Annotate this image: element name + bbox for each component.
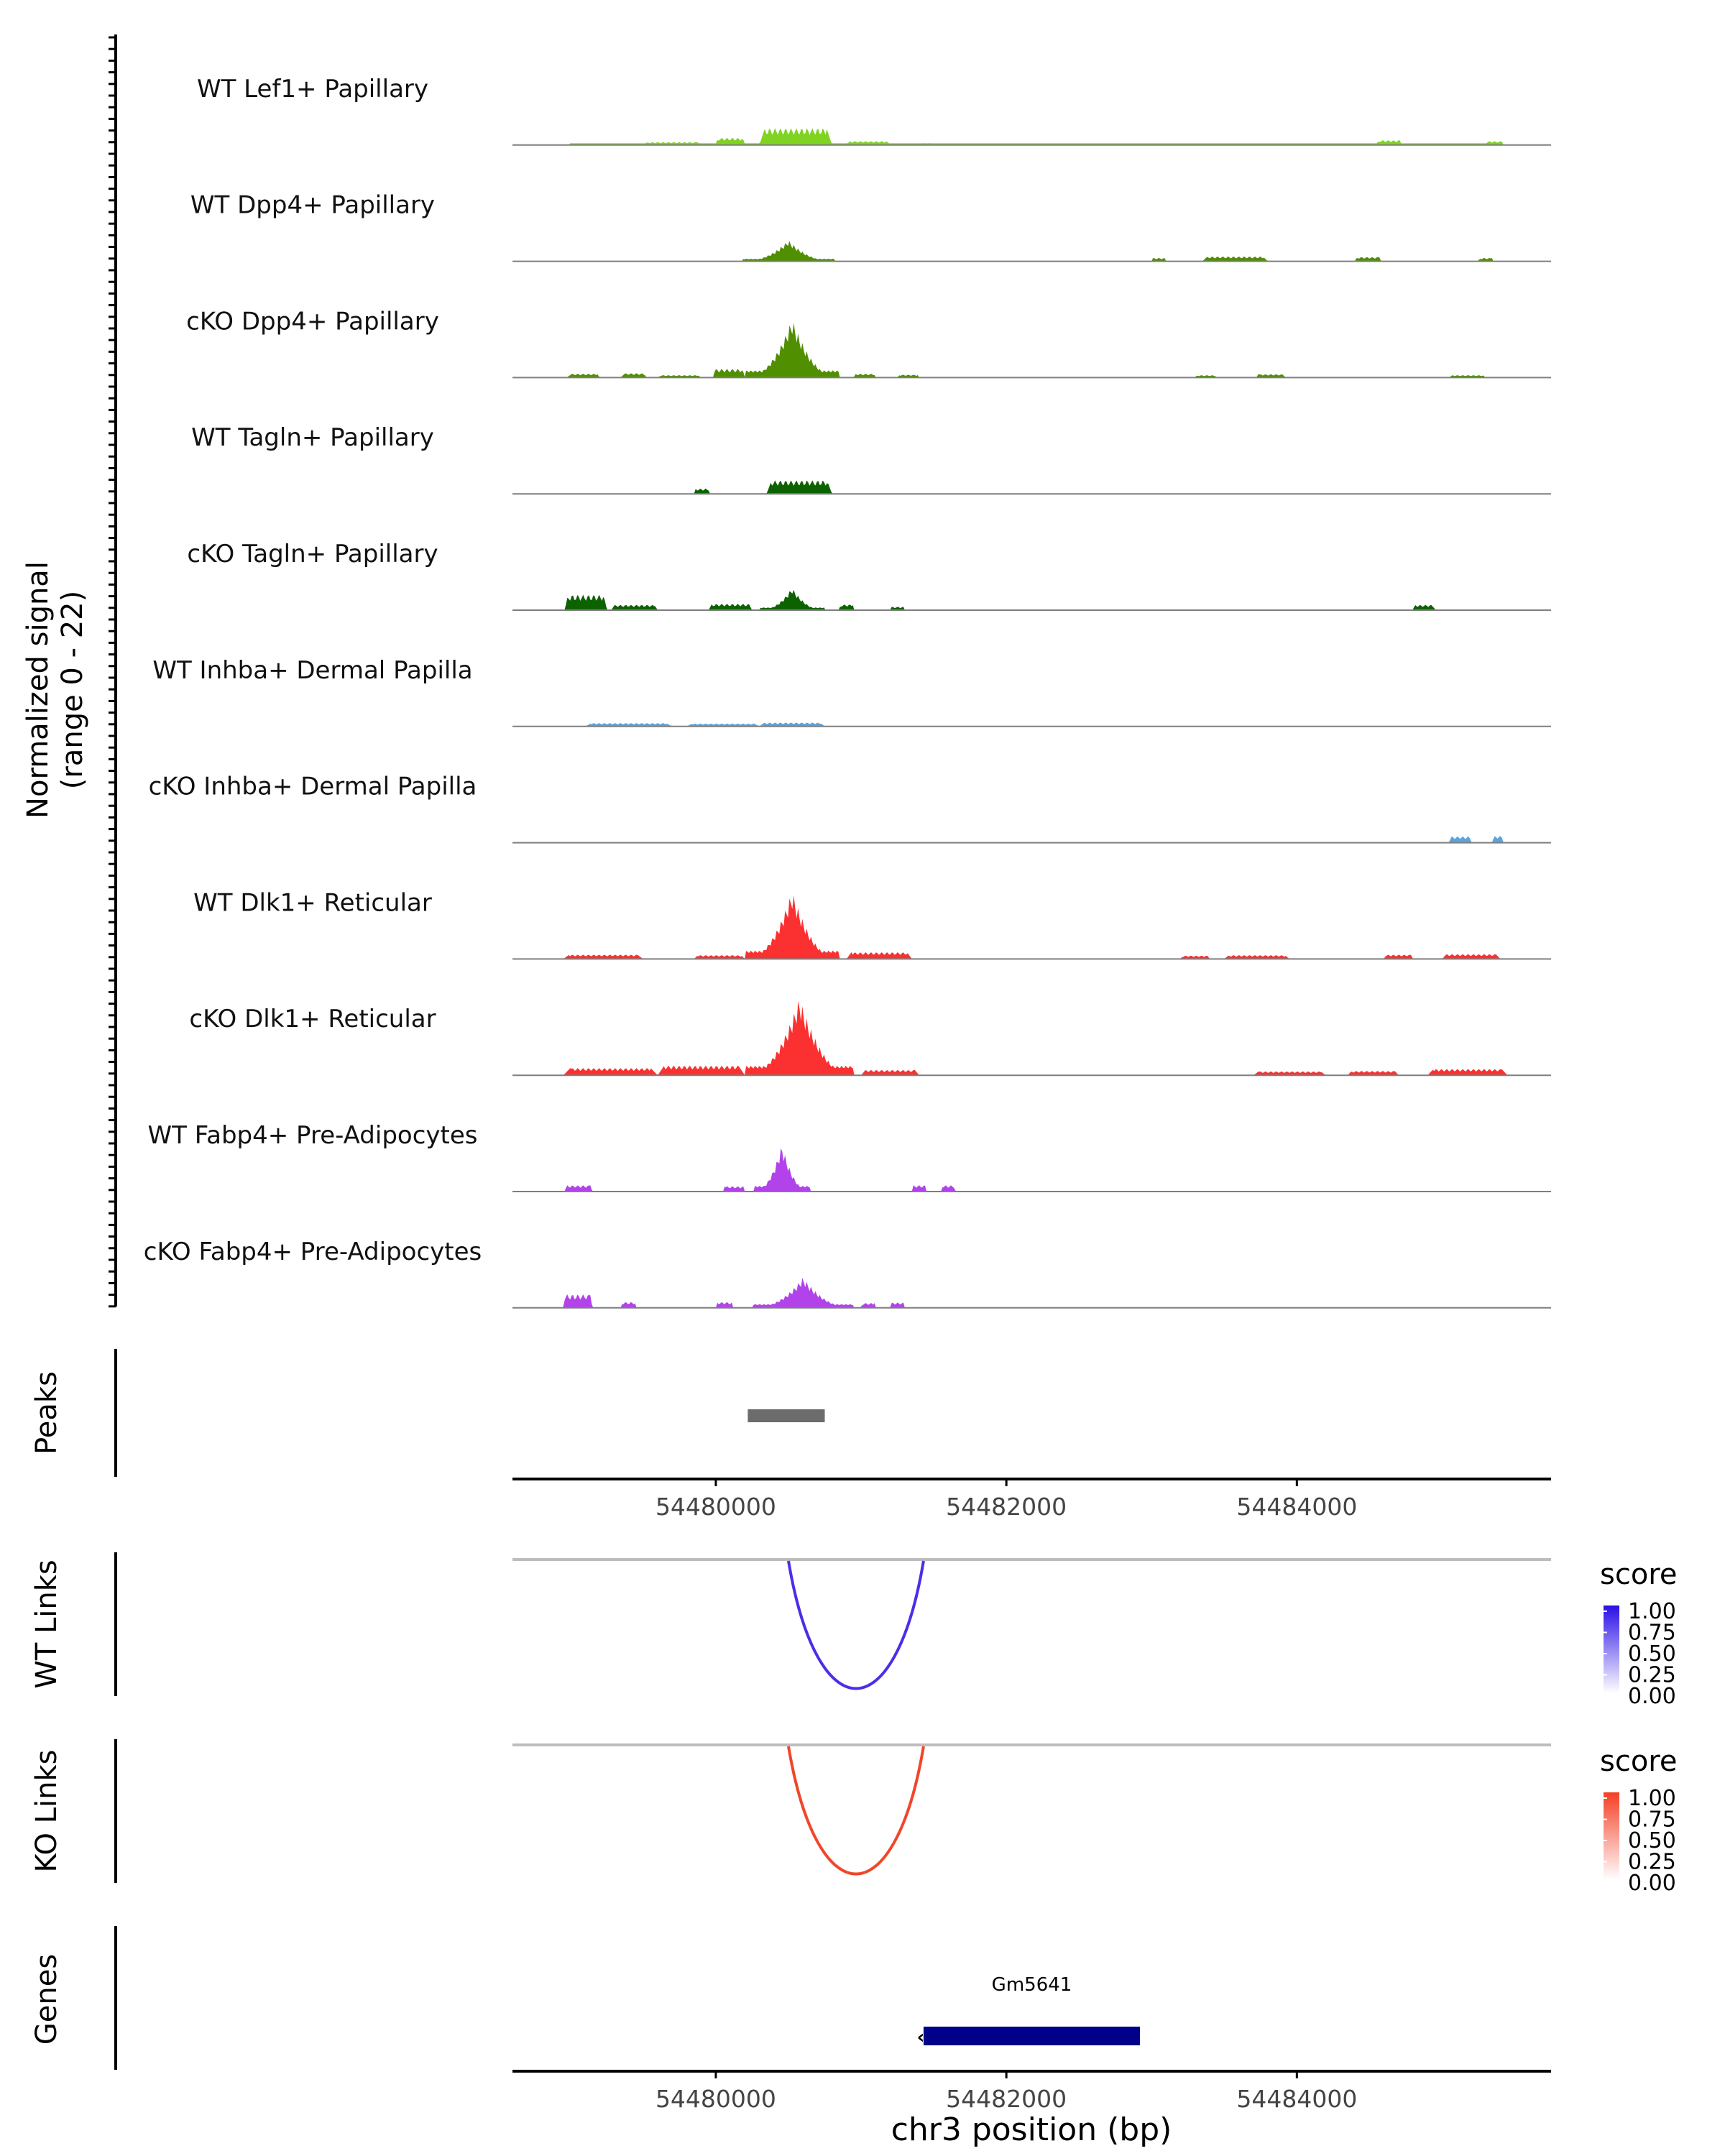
peaks-x-axis-ticks: 54480000 54482000 54484000 — [656, 1479, 1357, 1521]
ko-link-arc — [787, 1746, 925, 1876]
ko-links-legend-colorbar — [1604, 1792, 1619, 1880]
legend-tick-label: 0.00 — [1628, 1684, 1676, 1709]
peaks-track-label: Peaks — [30, 1371, 63, 1455]
gene-body — [923, 2027, 1141, 2045]
coverage-track-label: cKO Fabp4+ Pre-Adipocytes — [144, 1238, 482, 1266]
coverage-track: WT Fabp4+ Pre-Adipocytes — [148, 1121, 1551, 1192]
wt-links-legend-ticks: 1.000.750.500.250.00 — [1604, 1599, 1676, 1709]
coverage-track-label: cKO Dlk1+ Reticular — [189, 1005, 436, 1033]
genes-track-label: Genes — [30, 1954, 63, 2045]
coverage-area — [512, 895, 1551, 959]
coverage-track-label: WT Fabp4+ Pre-Adipocytes — [148, 1121, 478, 1150]
genes-panel: Genes Gm5641 ‹ 54480000 54482000 54484000 … — [30, 1926, 1551, 2148]
coverage-area — [512, 589, 1551, 610]
coverage-area — [512, 323, 1551, 378]
x-tick-label: 54484000 — [1236, 1493, 1357, 1521]
coverage-y-label-line2: (range 0 - 22) — [56, 591, 89, 789]
wt-links-legend-colorbar — [1604, 1606, 1619, 1693]
peak-region — [748, 1409, 825, 1422]
ko-links-panel: KO Links score 1.000.750.500.250.00 — [30, 1739, 1677, 1896]
legend-tick-label: 1.00 — [1628, 1786, 1676, 1811]
coverage-track-label: WT Dlk1+ Reticular — [193, 888, 432, 917]
coverage-area — [512, 480, 1551, 494]
ko-links-legend-title: score — [1600, 1745, 1677, 1778]
legend-tick-label: 0.75 — [1628, 1621, 1676, 1646]
coverage-area — [512, 128, 1551, 145]
coverage-panel: Normalized signal (range 0 - 22) WT Lef1… — [22, 34, 1551, 1309]
coverage-track-label: cKO Inhba+ Dermal Papilla — [149, 773, 477, 801]
legend-tick-label: 0.25 — [1628, 1663, 1676, 1688]
legend-tick-label: 1.00 — [1628, 1599, 1676, 1624]
legend-tick-label: 0.25 — [1628, 1850, 1676, 1875]
legend-tick-label: 0.75 — [1628, 1807, 1676, 1833]
coverage-track-label: cKO Tagln+ Papillary — [187, 540, 438, 568]
genes-x-axis-ticks: 54480000 54482000 54484000 — [656, 2071, 1357, 2113]
legend-tick-label: 0.50 — [1628, 1828, 1676, 1853]
x-tick-label: 54480000 — [656, 1493, 776, 1521]
coverage-area — [512, 836, 1551, 843]
peaks-bars — [748, 1409, 825, 1422]
coverage-track: WT Inhba+ Dermal Papilla — [152, 656, 1551, 727]
gene-strand-marker: ‹ — [917, 2027, 925, 2048]
wt-links-track-label: WT Links — [30, 1560, 63, 1688]
wt-link-arc — [787, 1560, 925, 1690]
coverage-y-ticks — [109, 36, 116, 1308]
legend-tick-label: 0.50 — [1628, 1641, 1676, 1667]
coverage-track-label: cKO Dpp4+ Papillary — [186, 307, 439, 336]
coverage-track-label: WT Lef1+ Papillary — [197, 75, 428, 103]
coverage-area — [512, 241, 1551, 262]
coverage-track: cKO Dpp4+ Papillary — [186, 307, 1551, 379]
coverage-track: WT Tagln+ Papillary — [191, 423, 1551, 495]
peaks-panel: Peaks 54480000 54482000 54484000 — [30, 1349, 1551, 1521]
wt-links-panel: WT Links score 1.000.750.500.250.00 — [30, 1552, 1677, 1709]
x-tick-label: 54484000 — [1236, 2085, 1357, 2113]
x-tick-label: 54482000 — [946, 2085, 1067, 2113]
coverage-area — [512, 1148, 1551, 1192]
x-tick-label: 54482000 — [946, 1493, 1067, 1521]
coverage-area — [512, 1000, 1551, 1076]
coverage-area — [512, 1277, 1551, 1308]
coverage-track: WT Lef1+ Papillary — [197, 75, 1551, 146]
coverage-track: cKO Inhba+ Dermal Papilla — [149, 773, 1551, 844]
x-tick-label: 54480000 — [656, 2085, 776, 2113]
ko-links-legend-ticks: 1.000.750.500.250.00 — [1604, 1786, 1676, 1896]
wt-links-legend-title: score — [1600, 1558, 1677, 1591]
coverage-track: cKO Dlk1+ Reticular — [189, 1000, 1551, 1077]
coverage-track-label: WT Dpp4+ Papillary — [190, 191, 435, 220]
coverage-area — [512, 722, 1551, 727]
ko-links-track-label: KO Links — [30, 1750, 63, 1873]
coverage-track-label: WT Tagln+ Papillary — [191, 423, 434, 452]
coverage-track-label: WT Inhba+ Dermal Papilla — [152, 656, 472, 685]
coverage-track: WT Dlk1+ Reticular — [193, 888, 1551, 960]
coverage-y-label-line1: Normalized signal — [22, 561, 55, 819]
legend-tick-label: 0.00 — [1628, 1871, 1676, 1896]
coverage-tracks: WT Lef1+ Papillary WT Dpp4+ Papillary cKO … — [144, 75, 1551, 1309]
x-axis-title: chr3 position (bp) — [891, 2111, 1172, 2148]
coverage-track: cKO Tagln+ Papillary — [187, 540, 1551, 611]
coverage-track: cKO Fabp4+ Pre-Adipocytes — [144, 1238, 1551, 1309]
coverage-track: WT Dpp4+ Papillary — [190, 191, 1551, 262]
gene-name-label: Gm5641 — [992, 1974, 1072, 1996]
